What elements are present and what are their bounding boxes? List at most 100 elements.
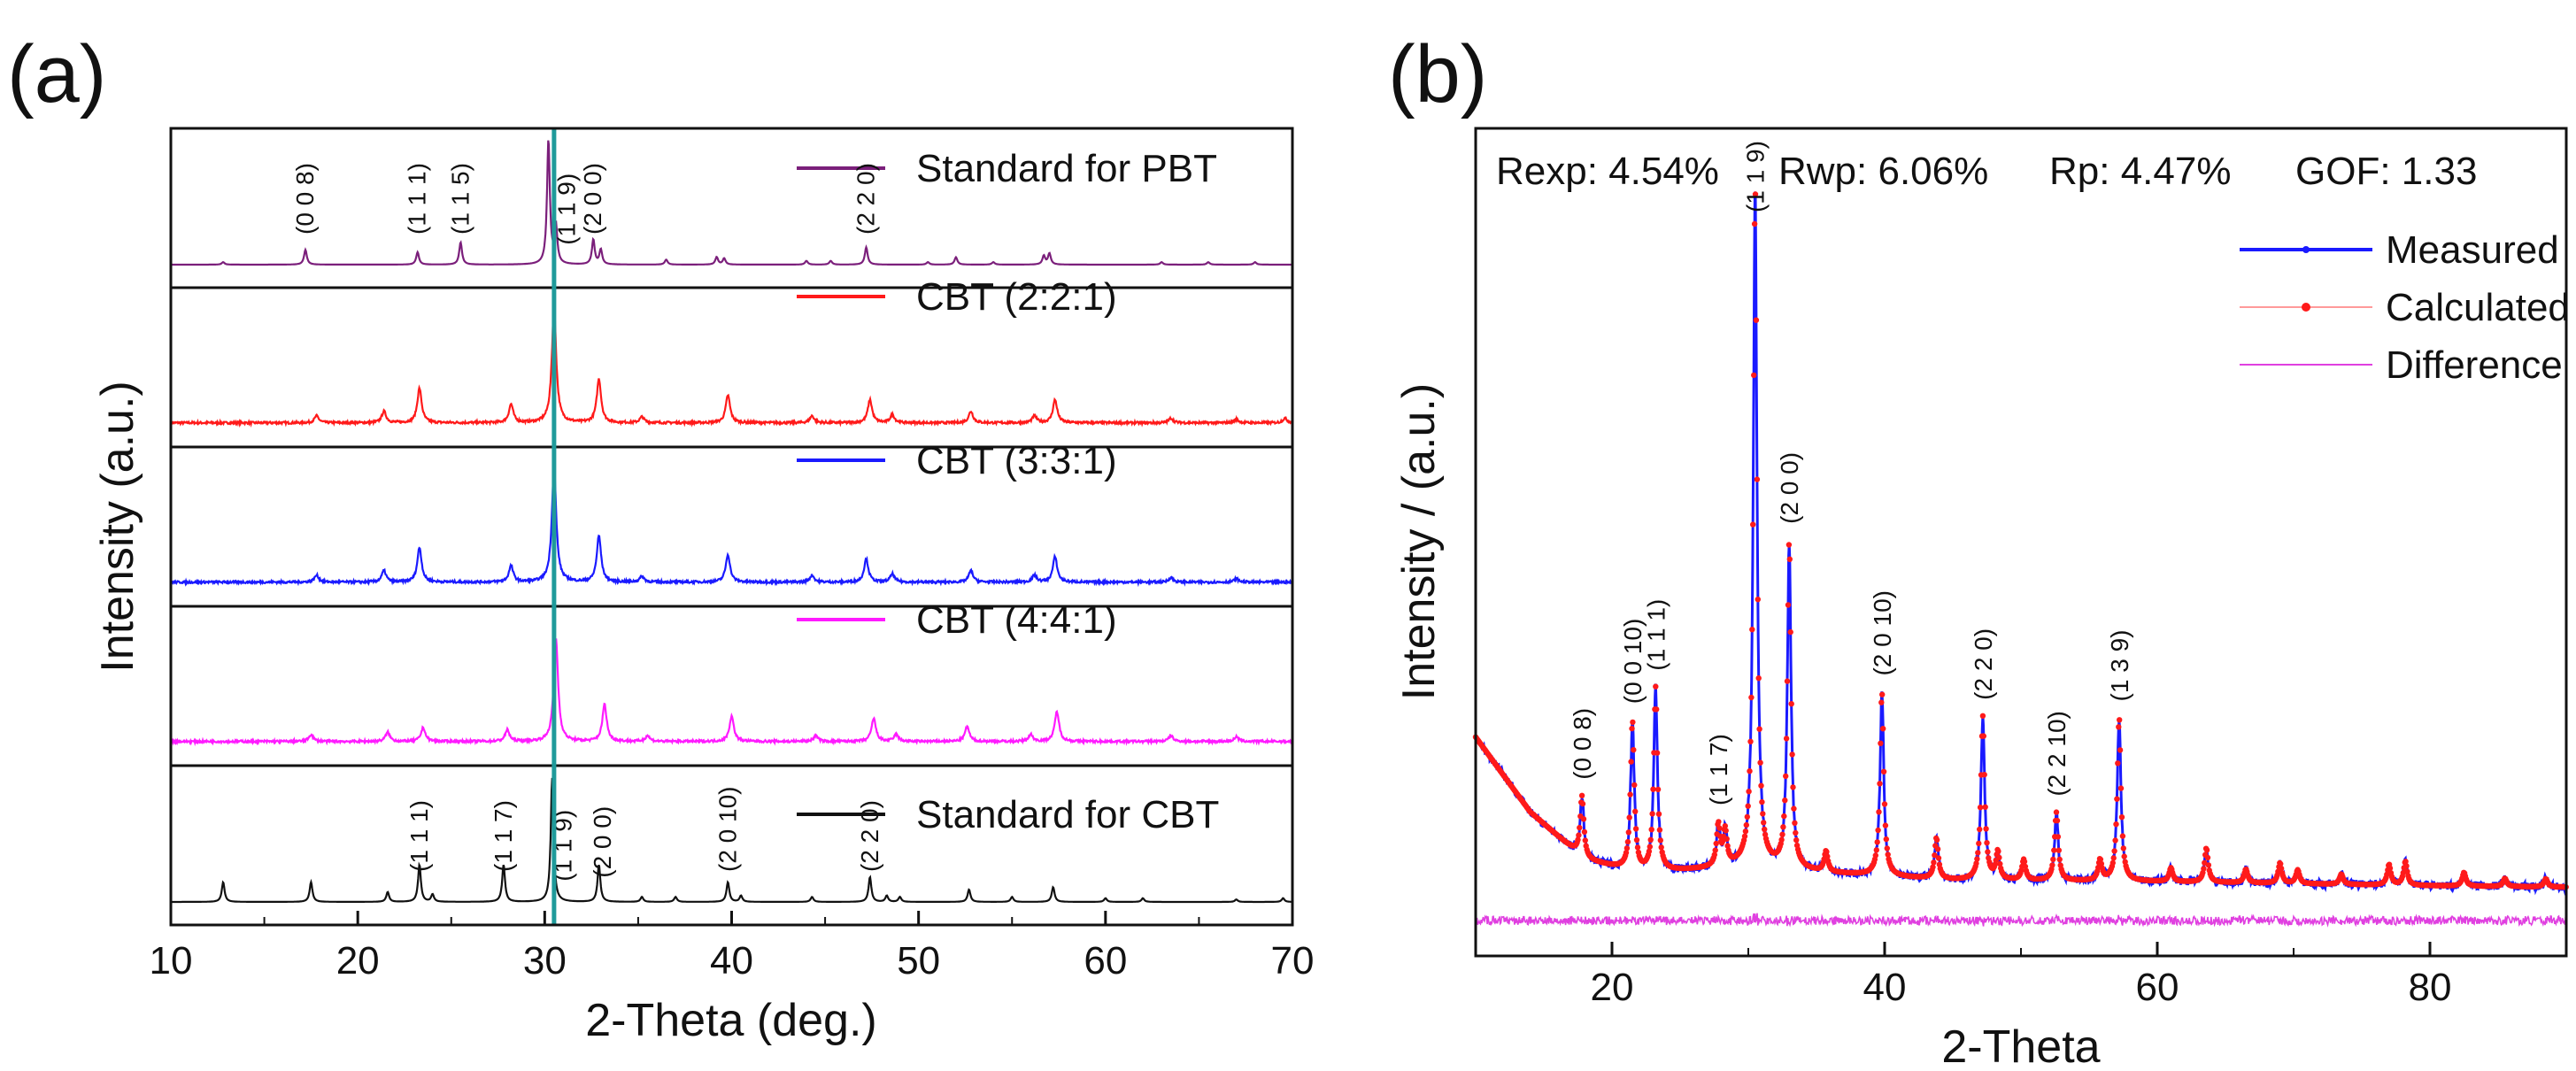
calculated-point: [2121, 853, 2127, 859]
hkl-label: (2 0 0): [579, 163, 606, 235]
stat-rwp: Rwp: 6.06%: [1778, 150, 1988, 193]
calculated-point: [1977, 805, 1984, 811]
hkl-label: (2 2 10): [2043, 711, 2071, 797]
x-tick-label: 40: [710, 939, 753, 982]
calculated-point: [2098, 860, 2105, 867]
calculated-point: [1783, 773, 1789, 780]
hkl-label: (1 1 5): [446, 163, 474, 235]
calculated-point: [1934, 846, 1941, 852]
calculated-point: [2049, 862, 2055, 868]
calculated-point: [1722, 823, 1729, 829]
hkl-label: (2 2 0): [1970, 628, 1997, 700]
calculated-point: [2053, 809, 2060, 815]
calculated-point: [1878, 699, 1885, 705]
series-trace-3: [170, 466, 1294, 588]
calculated-point: [1880, 768, 1887, 774]
calculated-point: [1716, 819, 1722, 825]
calculated-point: [1744, 813, 1751, 821]
calculated-point: [1654, 786, 1662, 793]
x-tick-label: 60: [1084, 939, 1127, 982]
calculated-point: [1780, 824, 1786, 830]
calculated-point: [1982, 804, 1988, 810]
calculated-point: [1977, 826, 1983, 833]
calculated-point: [1930, 864, 1936, 870]
calculated-point: [1723, 828, 1729, 834]
refinement-statistics: Rexp: 4.54% Rwp: 6.06% Rp: 4.47% GOF: 1.…: [1496, 150, 2477, 193]
calculated-point: [1793, 829, 1799, 836]
calculated-point: [2203, 847, 2210, 853]
calculated-point: [2204, 854, 2211, 861]
hkl-label: (1 1 7): [490, 800, 517, 872]
calculated-point: [2116, 724, 2122, 730]
hkl-label: (1 1 9): [1742, 141, 1770, 212]
calculated-point: [1625, 829, 1632, 836]
calculated-point: [1755, 597, 1762, 603]
calculated-point: [2402, 859, 2409, 865]
calculated-point: [2278, 860, 2284, 867]
calculated-point: [1995, 848, 2001, 854]
calculated-point: [1879, 691, 1886, 697]
calculated-point: [1632, 808, 1639, 814]
calculated-point: [2112, 837, 2118, 844]
calculated-point: [2387, 865, 2394, 872]
calculated-point: [1658, 844, 1664, 851]
calculated-point: [1749, 627, 1755, 633]
calculated-point: [1751, 220, 1758, 227]
calculated-point: [1752, 191, 1759, 197]
hkl-label: (1 3 9): [2106, 630, 2133, 702]
calculated-point: [1581, 828, 1588, 836]
calculated-point: [2110, 855, 2117, 861]
hkl-label: (2 0 10): [713, 787, 741, 873]
calculated-point: [1632, 826, 1639, 832]
calculated-point: [1781, 813, 1787, 820]
legend-label-2: CBT (2:2:1): [916, 275, 1117, 319]
hkl-label: (1 1 1): [404, 163, 431, 235]
calculated-point: [1983, 826, 1989, 832]
calculated-point: [2054, 817, 2061, 824]
calculated-point: [1750, 521, 1756, 528]
series-trace-2: [169, 306, 1293, 428]
calculated-point: [1655, 811, 1662, 817]
calculated-point: [2021, 859, 2028, 865]
calculated-point: [1976, 840, 1982, 847]
calculated-point: [1647, 836, 1654, 843]
calculated-point: [2113, 821, 2119, 828]
calculated-point: [1656, 827, 1663, 833]
calculated-point: [1882, 822, 1889, 828]
calculated-point: [1634, 844, 1641, 851]
calculated-point: [1931, 859, 1937, 866]
calculated-point: [1997, 860, 2003, 867]
calculated-point: [2056, 856, 2063, 863]
calculated-point: [1992, 861, 1998, 867]
calculated-point: [1712, 847, 1718, 853]
calculated-point: [1753, 317, 1760, 323]
hkl-label: (0 0 8): [291, 163, 319, 235]
calculated-point: [1579, 800, 1586, 807]
calculated-point: [1883, 836, 1889, 843]
calculated-point: [2115, 760, 2121, 767]
stat-gof: GOF: 1.33: [2295, 150, 2477, 193]
calculated-point: [1719, 838, 1726, 844]
calculated-point: [1631, 782, 1638, 789]
x-tick-label: 10: [150, 939, 193, 982]
hkl-label: (1 1 1): [1642, 599, 1670, 671]
panel-b-legend: Measured Calculated Difference: [2240, 228, 2570, 387]
calculated-point: [2114, 796, 2120, 802]
calculated-point: [1874, 839, 1880, 845]
hkl-label: (0 0 10): [1619, 619, 1647, 705]
calculated-point: [1793, 836, 1800, 844]
stat-rexp: Rexp: 4.54%: [1496, 150, 1719, 193]
calculated-point: [2051, 847, 2057, 853]
legend-label-4: CBT (4:4:1): [916, 598, 1117, 642]
panel-b-x-axis-title: 2-Theta: [1941, 1021, 2100, 1071]
calculated-point: [1791, 805, 1797, 812]
calculated-point: [1580, 816, 1587, 822]
calculated-point: [1782, 797, 1788, 804]
calculated-point: [1788, 701, 1794, 707]
calculated-point: [1762, 826, 1768, 833]
calculated-point: [1653, 683, 1659, 690]
x-tick-label: 40: [1863, 966, 1907, 1009]
hkl-label: (2 0 0): [1776, 452, 1803, 524]
x-tick-label: 20: [1591, 966, 1634, 1009]
calculated-point: [1785, 542, 1793, 548]
